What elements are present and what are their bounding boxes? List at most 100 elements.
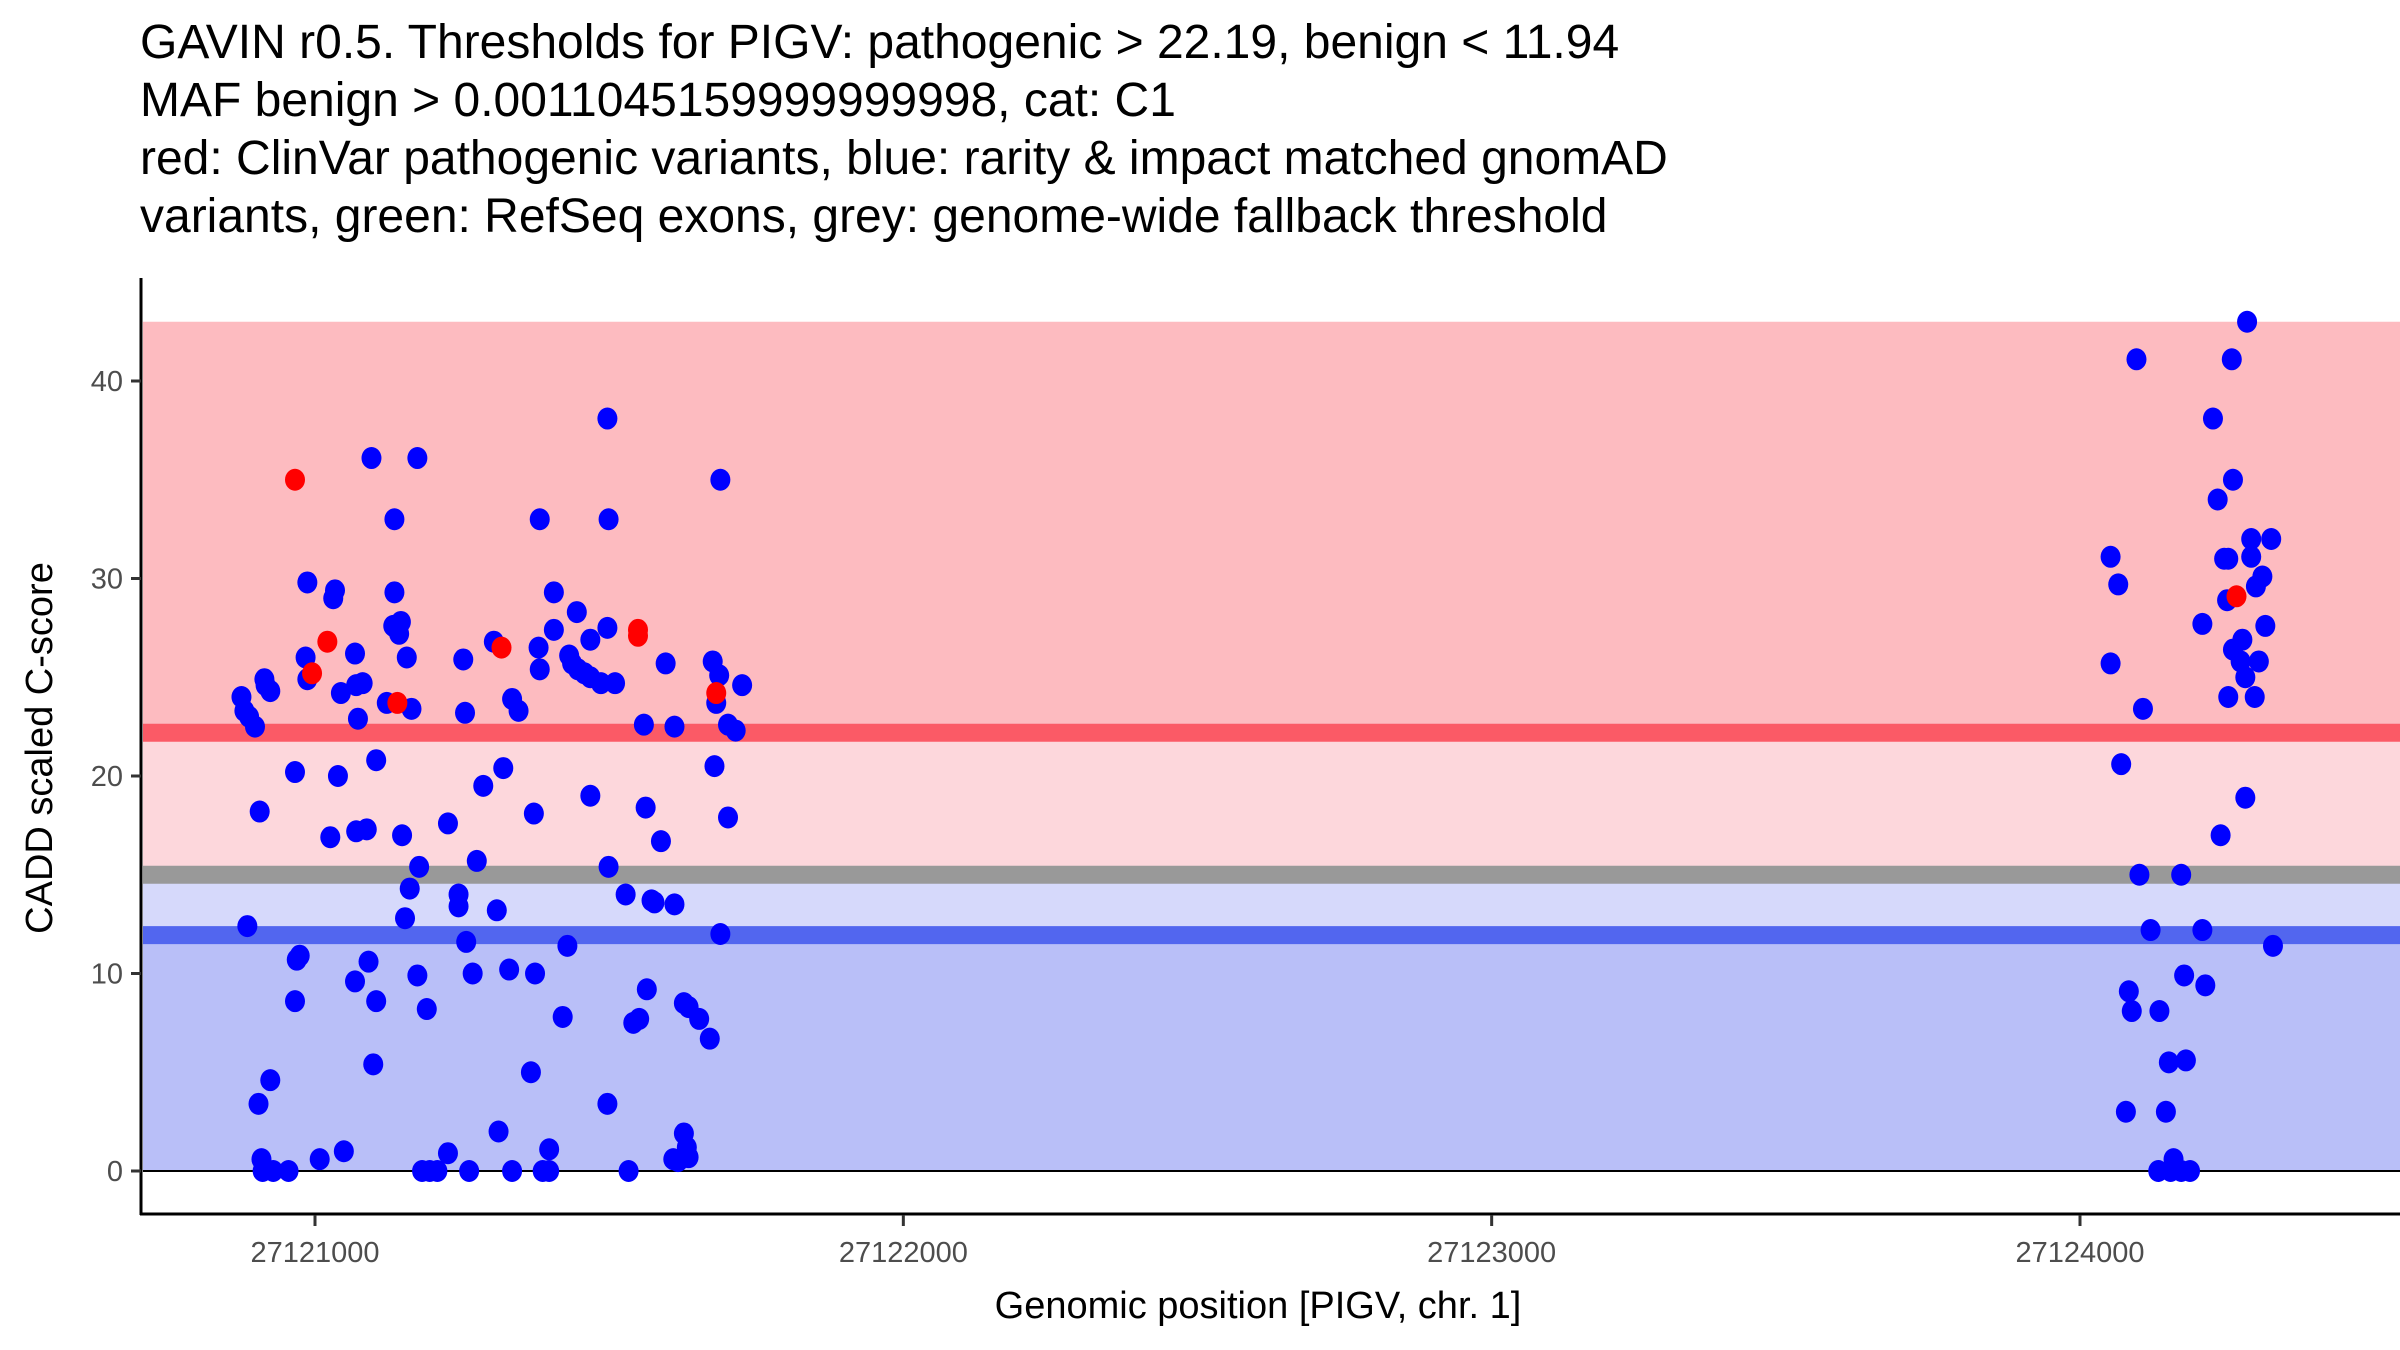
data-point (655, 652, 676, 675)
data-point (473, 774, 494, 797)
data-point (718, 806, 739, 829)
title-line-2: MAF benign > 0.0011045159999999998, cat:… (140, 74, 1176, 127)
data-point (557, 934, 578, 957)
data-point (508, 699, 529, 722)
x-tick-label: 27121000 (250, 1237, 379, 1269)
data-point (2207, 488, 2228, 511)
y-tick-label: 0 (107, 1156, 123, 1188)
clinvar-pathogenic-variants-series (284, 468, 2247, 714)
data-point (605, 672, 626, 695)
data-point (2195, 974, 2216, 997)
data-point (384, 508, 405, 531)
data-point (384, 581, 405, 604)
data-point (2149, 1000, 2170, 1023)
data-point (2155, 1100, 2176, 1123)
data-point (664, 715, 685, 738)
y-tick-label: 10 (91, 959, 123, 991)
threshold-lines (143, 723, 2400, 1172)
data-point (2140, 919, 2161, 942)
data-point (437, 812, 458, 835)
data-point (488, 1120, 509, 1143)
benign-zone (143, 935, 2400, 1171)
data-point (725, 719, 746, 742)
data-point (2255, 614, 2276, 637)
data-point (2108, 573, 2129, 596)
title-line-4: variants, green: RefSeq exons, grey: gen… (140, 190, 1608, 243)
data-point (664, 893, 685, 916)
data-point (358, 950, 379, 973)
data-points (231, 310, 2283, 1182)
threshold-bands (143, 321, 2400, 1171)
data-point (2210, 824, 2231, 847)
x-tick-label: 27124000 (2015, 1237, 2144, 1269)
data-point (580, 784, 601, 807)
data-point (330, 682, 351, 705)
data-point (2241, 528, 2262, 550)
data-point (2158, 1051, 2179, 1074)
data-point (2218, 686, 2239, 708)
data-point (347, 707, 368, 730)
data-point (395, 907, 416, 930)
data-point (528, 636, 549, 659)
data-point (366, 990, 387, 1013)
data-point (407, 964, 428, 987)
data-point (248, 1092, 269, 1115)
data-point (466, 849, 487, 872)
x-tick-label: 27123000 (1427, 1237, 1556, 1269)
data-point (459, 1160, 480, 1182)
data-point (260, 680, 281, 703)
data-point (284, 990, 305, 1013)
data-point (2111, 753, 2132, 776)
data-point (2180, 1160, 2201, 1182)
data-point (356, 818, 377, 841)
lower-grey-zone (143, 874, 2400, 936)
data-point (390, 610, 411, 633)
data-point (2192, 612, 2213, 635)
data-point (327, 765, 348, 787)
data-point (2202, 407, 2223, 430)
data-point (309, 1148, 330, 1171)
data-point (333, 1140, 354, 1163)
data-point (704, 755, 725, 778)
data-point (709, 664, 730, 687)
data-point (2175, 1049, 2196, 1072)
data-point (455, 701, 476, 724)
data-point (437, 1142, 458, 1165)
data-point (629, 1007, 650, 1030)
data-point (552, 1005, 573, 1028)
data-point (427, 1160, 448, 1182)
data-point (580, 628, 601, 651)
data-point (710, 923, 731, 945)
data-point (539, 1160, 560, 1182)
data-point (2235, 666, 2256, 689)
data-point (2100, 652, 2121, 675)
data-point (543, 581, 564, 604)
data-point (352, 672, 373, 695)
data-point (2129, 863, 2150, 886)
data-point (278, 1160, 299, 1182)
y-tick-label: 20 (91, 761, 123, 793)
data-point (635, 796, 656, 819)
data-point (2235, 786, 2256, 809)
data-point (615, 883, 636, 906)
data-point (525, 962, 546, 985)
data-point (706, 682, 727, 705)
data-point (2261, 528, 2282, 550)
data-point (491, 636, 512, 659)
data-point (244, 715, 265, 738)
data-point (2221, 348, 2242, 371)
data-point (529, 658, 550, 681)
data-point (409, 855, 430, 878)
data-point (627, 624, 648, 647)
data-point (387, 691, 408, 714)
data-point (345, 642, 366, 665)
data-point (416, 998, 437, 1021)
data-point (2126, 348, 2147, 371)
pathogenic-zone (143, 321, 2400, 733)
data-point (2262, 934, 2283, 957)
data-point (284, 468, 305, 491)
data-point (2237, 310, 2258, 333)
data-point (539, 1138, 560, 1161)
upper-grey-zone (143, 732, 2400, 875)
data-point (2174, 964, 2195, 987)
